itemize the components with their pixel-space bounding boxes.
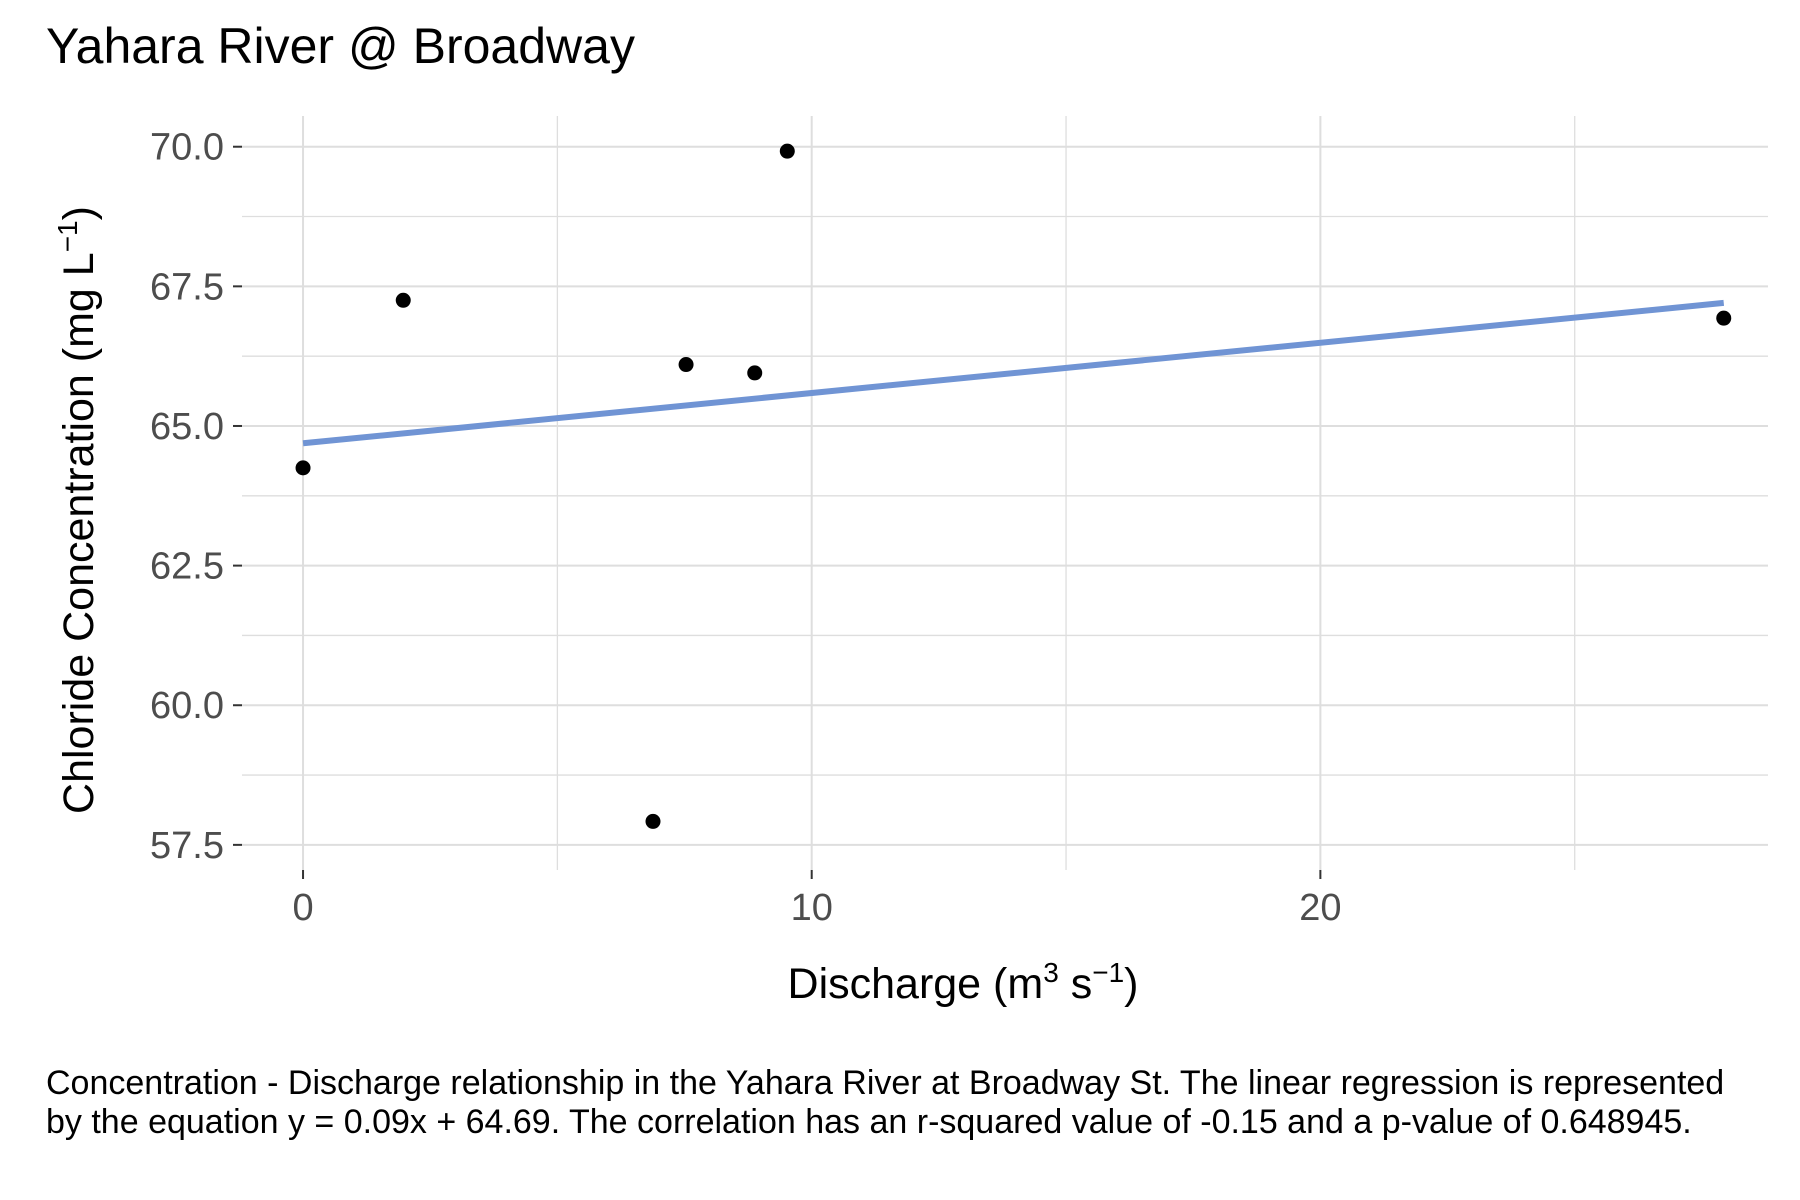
points-layer — [295, 143, 1732, 829]
data-point — [1716, 310, 1732, 326]
x-axis-label: Discharge (m3 s−1) — [788, 957, 1139, 1008]
x-axis-label-end: ) — [1124, 960, 1138, 1008]
scatter-chart: Yahara River @ Broadway 57.5 60.0 62.5 65.0… — [46, 18, 1768, 1008]
grid — [242, 116, 1768, 870]
data-point — [678, 357, 694, 373]
y-tick-label: 57.5 — [150, 825, 224, 867]
figure-caption: Concentration - Discharge relationship i… — [46, 1064, 1725, 1141]
data-point — [395, 292, 411, 308]
x-tick-label: 10 — [791, 887, 833, 929]
axis-ticks — [233, 145, 1322, 879]
y-axis-label-end: ) — [55, 206, 103, 220]
regression-layer — [302, 299, 1725, 447]
y-axis-label-sup: −1 — [52, 220, 83, 252]
data-point — [747, 365, 763, 381]
chart-title: Yahara River @ Broadway — [46, 18, 635, 74]
data-point — [779, 143, 795, 159]
y-tick-label: 60.0 — [150, 685, 224, 727]
x-tick-label: 20 — [1299, 887, 1341, 929]
y-tick-label: 62.5 — [150, 546, 224, 588]
y-tick-label: 65.0 — [150, 406, 224, 448]
x-axis-label-text: Discharge (m — [788, 960, 1044, 1008]
y-axis-label: Chloride Concentration (mg L−1) — [52, 206, 103, 814]
x-tick-label: 0 — [292, 887, 313, 929]
x-axis-label-sup2: −1 — [1092, 957, 1124, 988]
x-axis-label-sup1: 3 — [1043, 957, 1059, 988]
data-point — [645, 813, 661, 829]
regression-line — [302, 299, 1725, 447]
data-point — [295, 460, 311, 476]
y-axis-label-text: Chloride Concentration (mg L — [55, 252, 103, 814]
y-tick-label: 70.0 — [150, 127, 224, 169]
tick-labels: 57.5 60.0 62.5 65.0 67.5 70.0 0 10 20 — [150, 127, 1341, 929]
x-axis-label-mid: s — [1059, 960, 1092, 1008]
y-tick-label: 67.5 — [150, 266, 224, 308]
